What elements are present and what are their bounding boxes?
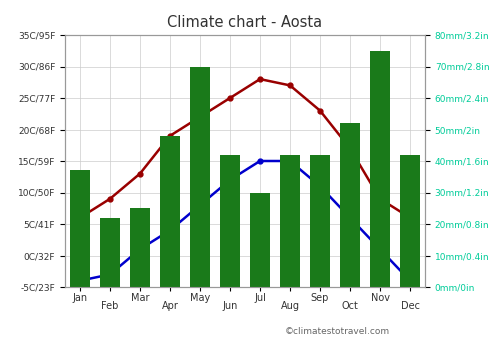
Bar xyxy=(70,170,90,287)
Bar xyxy=(160,136,180,287)
Bar xyxy=(370,51,390,287)
Bar xyxy=(280,155,300,287)
Title: Climate chart - Aosta: Climate chart - Aosta xyxy=(168,15,322,30)
Text: ©climatestotravel.com: ©climatestotravel.com xyxy=(285,327,390,336)
Bar xyxy=(340,123,360,287)
Bar xyxy=(400,155,420,287)
Bar xyxy=(310,155,330,287)
Bar xyxy=(130,208,150,287)
Bar xyxy=(190,66,210,287)
Bar xyxy=(220,155,240,287)
Bar xyxy=(250,193,270,287)
Bar xyxy=(100,218,120,287)
